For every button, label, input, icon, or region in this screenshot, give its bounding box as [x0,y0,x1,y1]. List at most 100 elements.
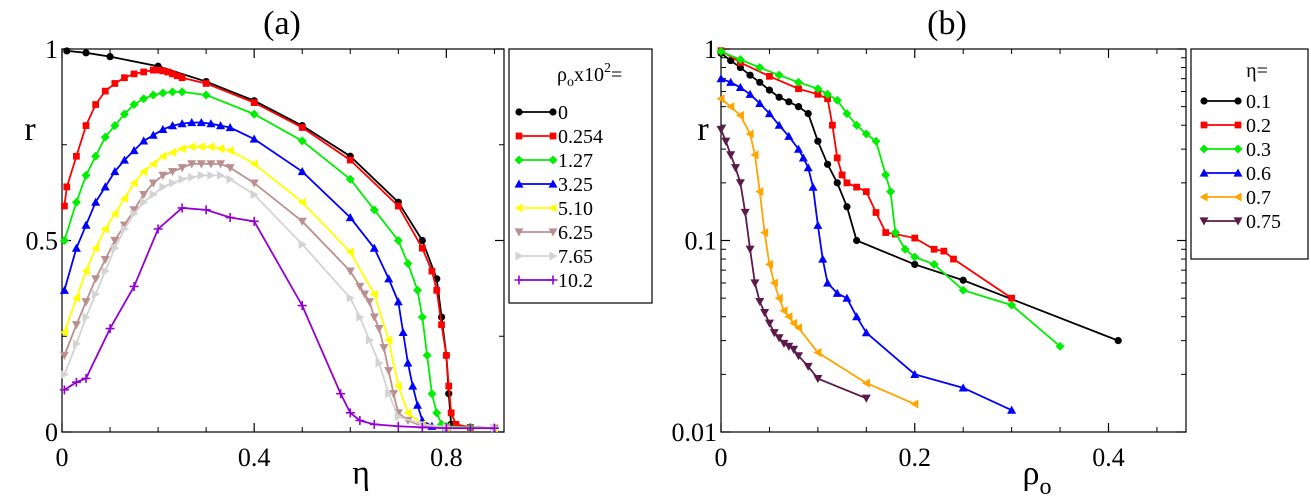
panel-a-legend-item: 5.10 [514,198,593,220]
panel-a-data-point [394,202,402,210]
panel-a-data-point [168,87,177,97]
panel-a-data-point [61,202,68,210]
panel-b-data-point [813,375,823,384]
panel-b-data-point [861,378,870,388]
panel-a-legend-marker [548,275,558,285]
panel-a-legend-marker [514,179,524,188]
panel-a-data-point [100,224,109,234]
panel-a-data-point [445,382,453,390]
panel-b-data-point [882,229,890,236]
panel-b-legend-label: 0.7 [1246,187,1271,209]
panel-a-data-point [178,174,187,184]
panel-a-data-point [63,47,71,55]
panel-b-data-point [735,82,745,92]
panel-a-series-7.65 [60,170,499,433]
panel-a-data-point [140,197,149,207]
panel-b-series-0.3 [716,47,1065,351]
panel-a-data-point [389,390,398,399]
panel-b-data-point [1007,405,1017,414]
panel-b-data-point [843,203,851,211]
panel-a-data-point [101,266,110,276]
panel-a-data-point [345,267,355,276]
panel-a-data-point [225,145,234,155]
panel-b-data-point [881,170,891,180]
panel-b-data-point [823,278,833,287]
panel-b-legend-item: 0.2 [1200,115,1271,137]
panel-a-data-point [298,124,306,131]
panel-b-data-point [833,154,841,162]
panel-b-data-point [795,85,802,93]
panel-b-legend-label: 0.6 [1246,163,1271,185]
panel-b-x-tick-label: 0.2 [899,443,932,472]
panel-a-legend-marker [514,155,524,165]
panel-b-data-point [911,234,919,242]
panel-a-data-point [139,136,149,145]
panel-b-data-point [814,90,822,98]
panel-a-data-point [71,293,81,303]
panel-a-data-point [196,160,206,169]
panel-a-data-point [393,421,403,431]
panel-a-legend-title: ρox102= [557,61,622,90]
panel-b-data-point [886,187,896,197]
legend-title-eq: = [611,64,622,86]
panel-a-data-point [345,174,355,184]
panel-b-x-axis-title: ρo [1023,455,1052,499]
panel-b-data-point [814,137,822,145]
panel-a-data-point [159,67,167,75]
panel-b-data-point [861,394,871,403]
panel-b-series-0.75 [716,125,871,403]
panel-b-legend-marker [1200,121,1208,129]
panel-b-data-point [823,160,832,168]
legend-title-times: x10 [574,64,604,86]
panel-a-data-point [196,118,206,127]
panel-b-data-point [755,63,765,73]
panel-a-data-point [81,266,90,276]
panel-b-data-point [721,137,731,146]
panel-a-data-point [81,373,91,383]
panel-a-data-point [197,170,206,180]
panel-a-data-point [408,381,418,390]
panel-a-data-point [106,53,114,61]
panel-a-data-point [369,419,379,429]
panel-b-data-point [890,228,900,238]
panel-a-data-point [297,167,307,176]
panel-b-data-point [950,255,957,263]
panel-a-data-point [428,267,436,275]
panel-a-data-point [403,258,413,268]
panel-a-data-point [111,243,120,253]
panel-b-data-point [833,179,841,187]
panel-a-legend-label: 0.254 [558,126,603,148]
panel-a-data-point [129,100,139,110]
panel-a-data-point [417,312,427,322]
panel-a-data-point [91,197,101,206]
panel-a-data-point [71,243,81,252]
panel-b-data-point [766,72,773,80]
panel-a-data-point [427,389,437,399]
panel-a-data-point [432,408,442,418]
panel-a-data-point [91,151,101,161]
panel-a-data-point [187,142,196,152]
panel-b-data-point [755,98,765,107]
panel-b-data-point [804,109,812,118]
panel-b-series-line [720,77,1013,411]
panel-a-data-point [91,275,101,284]
panel-a-data-point [111,80,119,87]
panel-b-legend-title: η= [1246,60,1268,82]
panel-b-data-point [735,179,745,188]
panel-a-data-point [298,239,307,249]
panel-a-legend-item: 0.254 [515,126,603,148]
panel-a-data-point [206,119,216,128]
panel-a-data-point [216,160,226,169]
panel-a-series-line [63,162,495,430]
panel-b-data-point [750,279,760,288]
panel-a-legend-label: 3.25 [558,174,593,196]
panel-b-data-point [1007,300,1017,310]
panel-a-data-point [177,87,187,97]
panel-a-data-point [393,297,403,306]
panel-b-data-point [726,77,736,86]
panel-a-data-point [168,167,177,177]
panel-a-data-point [159,182,168,192]
panel-a-data-point [365,335,374,345]
